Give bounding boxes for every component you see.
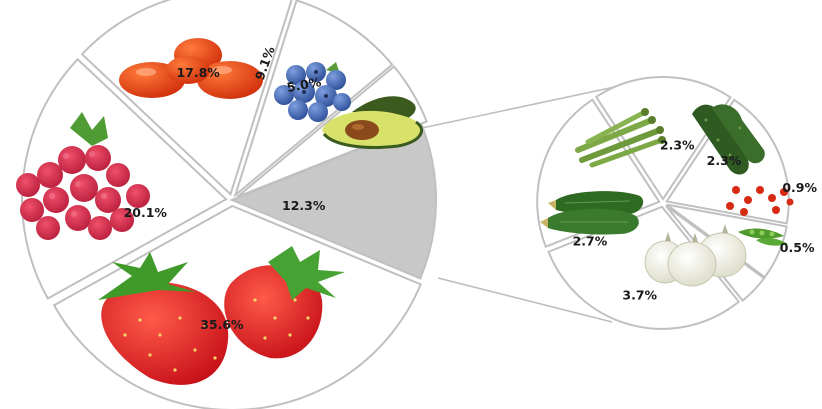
pie-slice-tomato	[80, 0, 293, 197]
asparagus-icon	[575, 108, 666, 168]
data-label-zucchini: 2.7%	[573, 233, 608, 248]
connector-line-top	[421, 81, 639, 129]
data-label-cherry-tomato: 0.9%	[782, 180, 817, 195]
raspberry-icon	[16, 112, 150, 240]
data-label-raspberry: 20.1%	[124, 205, 168, 220]
data-label-onion: 3.7%	[622, 288, 657, 303]
connector-line-bottom	[437, 277, 613, 323]
data-label-asparagus: 2.3%	[660, 137, 695, 152]
cherry-tomato-icon	[726, 186, 794, 216]
avocado-icon	[322, 96, 423, 149]
data-label-strawberry: 35.6%	[200, 317, 244, 332]
blueberry-icon	[274, 62, 351, 122]
pie-slice-other-slice	[229, 123, 437, 280]
data-label-pea-pod: 0.5%	[780, 240, 815, 255]
tomato-icon	[119, 38, 263, 99]
cucumber-icon	[692, 104, 765, 175]
pie-slice-blueberry	[233, 0, 394, 198]
zucchini-icon	[540, 191, 644, 235]
data-label-avocado: 5.0%	[286, 74, 323, 95]
pea-pod-icon	[738, 228, 788, 246]
data-label-cucumber: 2.3%	[707, 153, 742, 168]
data-label-other-slice: 12.3%	[282, 198, 326, 213]
data-label-tomato: 17.8%	[176, 65, 220, 80]
strawberry-icon	[98, 246, 345, 385]
pie-slice-onion	[547, 205, 741, 330]
onion-icon	[644, 224, 747, 287]
